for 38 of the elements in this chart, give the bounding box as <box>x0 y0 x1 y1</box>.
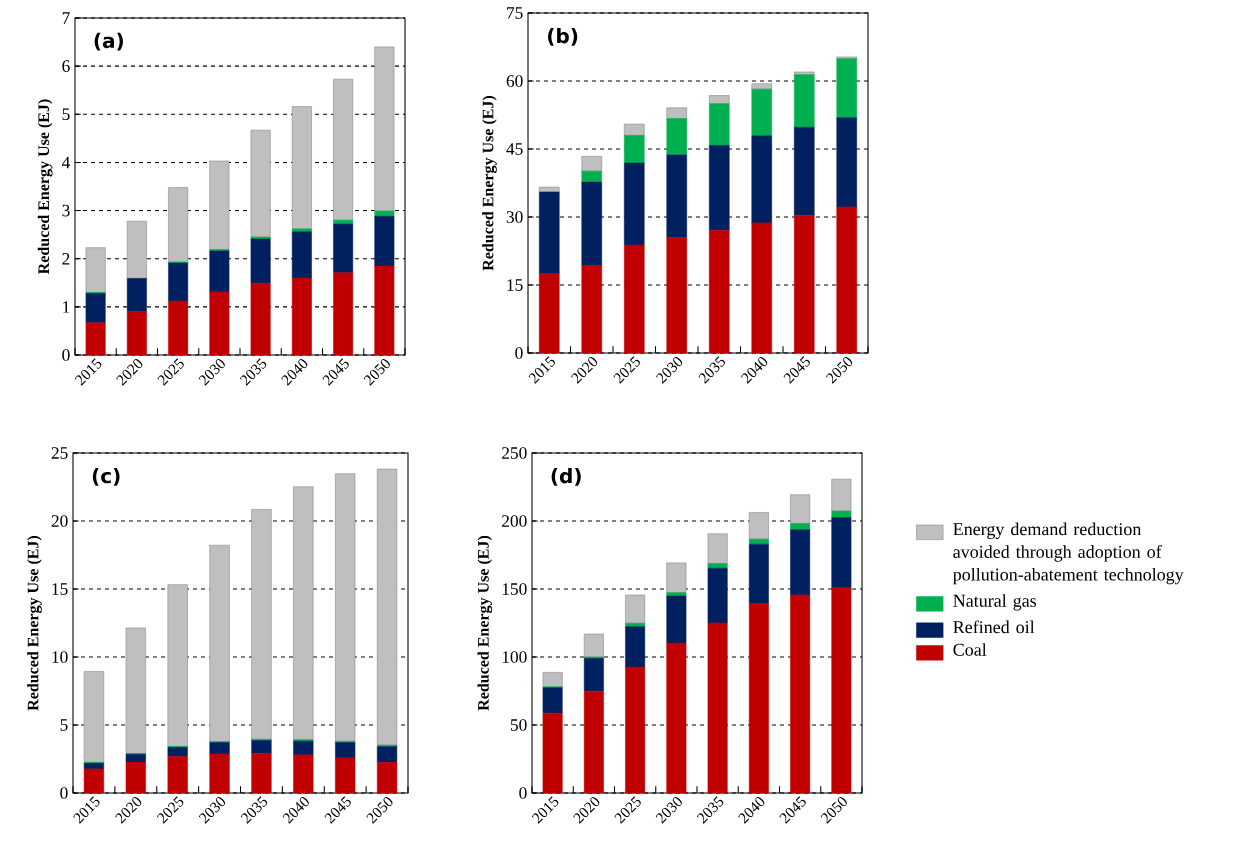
y-tick-label: 30 <box>506 211 523 223</box>
y-tick-label: 10 <box>52 651 68 663</box>
y-tick-label: 0 <box>62 349 70 361</box>
y-tick-label: 200 <box>502 515 527 527</box>
y-tick-label: 75 <box>507 7 523 19</box>
y-tick-label: 7 <box>62 12 70 24</box>
y-axis-title: Reduced Energy Use (EJ) <box>482 95 497 271</box>
legend-label: Coal <box>953 643 987 656</box>
y-tick-label: 45 <box>506 143 523 155</box>
y-tick-label: 5 <box>62 108 70 121</box>
y-tick-label: 5 <box>60 719 68 731</box>
y-tick-label: 0 <box>60 787 68 799</box>
legend-label: Refined oil <box>953 620 1035 634</box>
y-tick-label: 15 <box>52 583 68 595</box>
y-tick-label: 0 <box>515 347 523 359</box>
y-tick-label: 2 <box>62 252 70 265</box>
y-tick-label: 20 <box>51 515 68 527</box>
y-tick-label: 6 <box>62 60 70 72</box>
y-tick-label: 150 <box>502 583 527 595</box>
y-tick-label: 0 <box>519 787 527 799</box>
text: (a) <box>94 32 123 51</box>
legend-label: Energy demand reduction avoided through adoption of pollution-abatement technology <box>953 522 1184 585</box>
legend-label: Natural gas <box>953 594 1037 611</box>
y-tick-label: 100 <box>502 651 527 663</box>
y-tick-label: 4 <box>61 156 71 169</box>
y-axis-title: Reduced Energy Use (EJ) <box>477 535 493 711</box>
y-tick-label: 50 <box>510 719 527 731</box>
y-tick-label: 3 <box>62 204 70 217</box>
y-tick-label: 250 <box>502 447 527 459</box>
y-tick-label: 15 <box>507 279 523 291</box>
text: (b) <box>548 27 578 46</box>
y-axis-title: Reduced Energy Use (EJ) <box>27 535 42 711</box>
y-tick-label: 60 <box>506 75 523 87</box>
y-tick-label: 25 <box>51 447 68 459</box>
y-tick-label: 1 <box>63 301 70 313</box>
y-axis-title: Reduced Energy Use (EJ) <box>37 99 53 274</box>
text: (c) <box>92 467 120 486</box>
text: (d) <box>551 467 581 486</box>
